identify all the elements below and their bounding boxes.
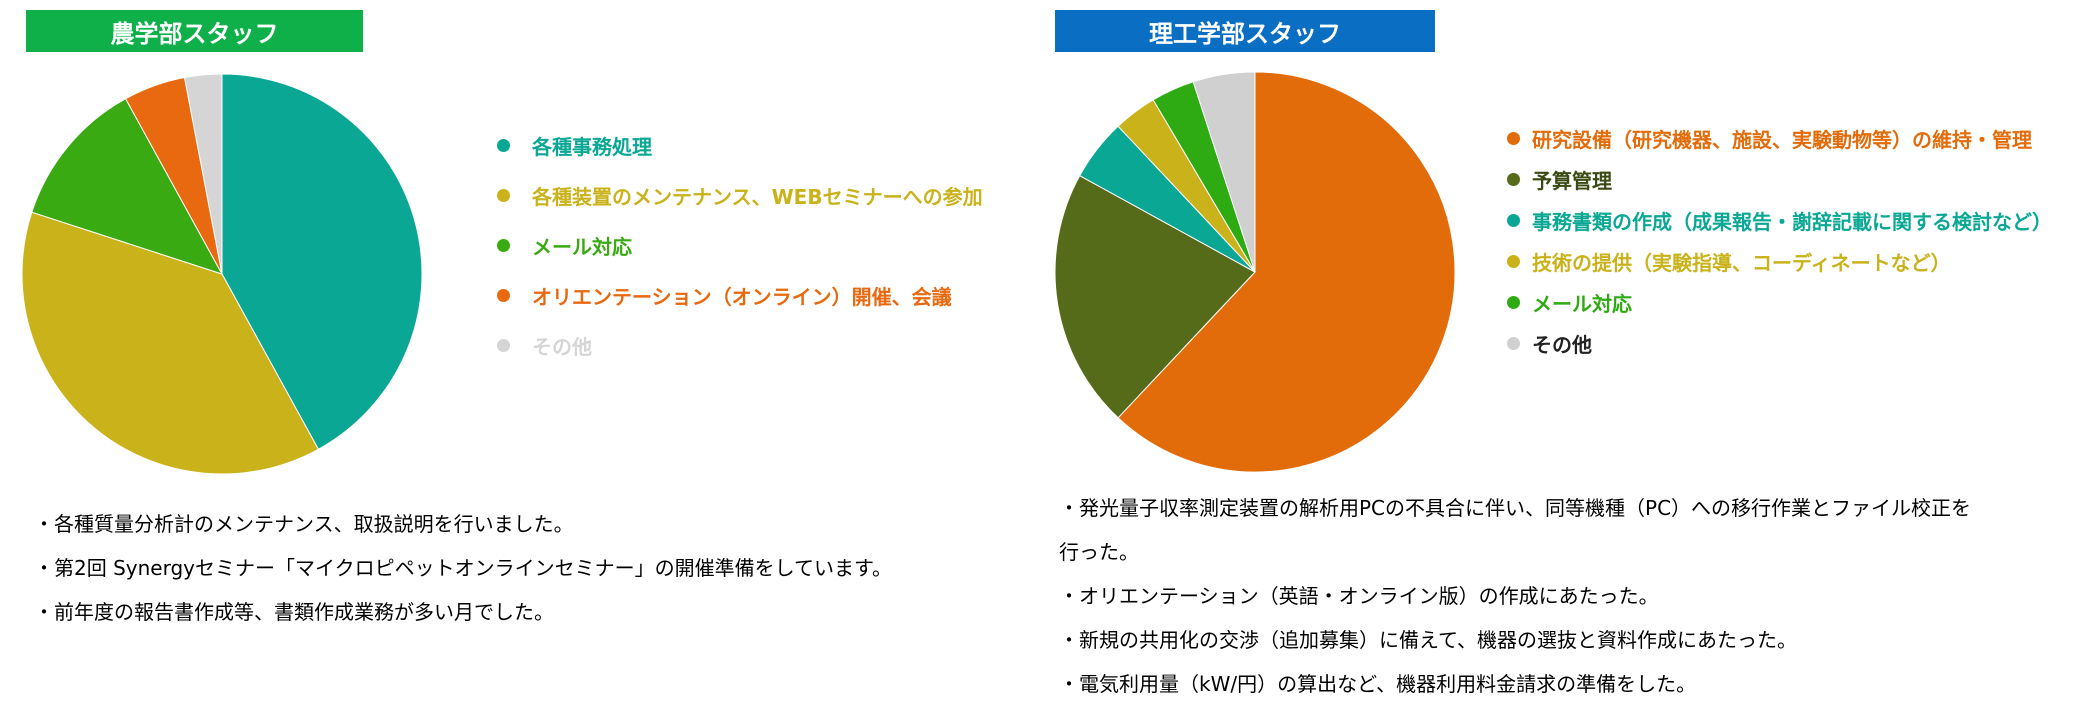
legend-marker: [1507, 132, 1520, 145]
legend-item: その他: [1507, 323, 2052, 364]
legend-item: オリエンテーション（オンライン）開催、会議: [497, 270, 983, 320]
note-line: ・発光量子収率測定装置の解析用PCの不具合に伴い、同等機種（PC）への移行作業と…: [1059, 496, 1972, 520]
chart-title: 理工学部スタッフ: [1055, 10, 1435, 52]
legend-marker: [497, 188, 510, 202]
note-line: ・前年度の報告書作成等、書類作成業務が多い月でした。: [34, 600, 554, 624]
legend-label: 研究設備（研究機器、施設、実験動物等）の維持・管理: [1532, 128, 2032, 152]
legend-marker: [1507, 296, 1520, 309]
legend-label: メール対応: [1532, 292, 1632, 316]
legend: 各種事務処理各種装置のメンテナンス、WEBセミナーへの参加 メール対応オリエンテー…: [497, 120, 983, 370]
note-line: ・オリエンテーション（英語・オンライン版）の作成にあたった。: [1059, 584, 1659, 608]
note-line: ・各種質量分析計のメンテナンス、取扱説明を行いました。: [34, 512, 574, 536]
legend-marker: [497, 288, 510, 302]
legend-label: メール対応: [532, 234, 632, 259]
legend-marker: [1507, 214, 1520, 227]
legend-item: 事務書類の作成（成果報告・謝辞記載に関する検討など）: [1507, 200, 2052, 241]
legend-marker: [497, 338, 510, 352]
note-line: ・第2回 Synergyセミナー「マイクロピペットオンラインセミナー」の開催準備…: [34, 556, 892, 580]
sci-eng-staff-panel: 理工学部スタッフ 研究設備（研究機器、施設、実験動物等）の維持・管理 予算管理事務…: [1050, 0, 2100, 700]
pie-chart: [21, 73, 423, 475]
chart-title: 農学部スタッフ: [26, 10, 363, 52]
pie-chart: [1054, 71, 1456, 473]
legend-marker: [1507, 173, 1520, 186]
pie-slice: [1192, 71, 1256, 273]
pie-slice: [183, 73, 223, 275]
legend-marker: [497, 238, 510, 252]
pie-slice: [221, 73, 423, 450]
legend-label: 予算管理: [1532, 169, 1612, 193]
pie-slice: [21, 211, 320, 475]
legend-item: 各種事務処理: [497, 120, 983, 170]
legend-label: 各種装置のメンテナンス、WEBセミナーへの参加: [532, 184, 983, 209]
pie-slice: [1054, 174, 1256, 419]
notes-list: ・各種質量分析計のメンテナンス、取扱説明を行いました。・第2回 Synergyセ…: [34, 508, 892, 640]
legend-item: 予算管理: [1507, 159, 2052, 200]
agri-staff-panel: 農学部スタッフ 各種事務処理各種装置のメンテナンス、WEBセミナーへの参加 メール…: [0, 0, 1050, 700]
legend-label: オリエンテーション（オンライン）開催、会議: [532, 284, 952, 309]
legend-marker: [497, 138, 510, 152]
note-line: ・新規の共用化の交渉（追加募集）に備えて、機器の選抜と資料作成にあたった。: [1059, 628, 1797, 652]
legend-marker: [1507, 337, 1520, 350]
pie-slice: [1117, 71, 1456, 473]
legend-marker: [1507, 255, 1520, 268]
legend-label: その他: [1532, 333, 1592, 357]
legend: 研究設備（研究機器、施設、実験動物等）の維持・管理 予算管理事務書類の作成（成果報…: [1507, 118, 2052, 364]
legend-item: その他: [497, 320, 983, 370]
legend-label: 各種事務処理: [532, 134, 652, 159]
note-line: ・電気利用量（kW/円）の算出など、機器利用料金請求の準備をした。: [1059, 672, 1697, 696]
legend-item: 技術の提供（実験指導、コーディネートなど）: [1507, 241, 2052, 282]
legend-label: 事務書類の作成（成果報告・謝辞記載に関する検討など）: [1532, 210, 2052, 234]
legend-item: メール対応: [497, 220, 983, 270]
legend-item: 研究設備（研究機器、施設、実験動物等）の維持・管理: [1507, 118, 2052, 159]
notes-list: ・発光量子収率測定装置の解析用PCの不具合に伴い、同等機種（PC）への移行作業と…: [1059, 492, 1971, 712]
legend-item: 各種装置のメンテナンス、WEBセミナーへの参加: [497, 170, 983, 220]
legend-label: その他: [532, 334, 592, 359]
legend-item: メール対応: [1507, 282, 2052, 323]
pie-slice: [31, 98, 224, 275]
legend-label: 技術の提供（実験指導、コーディネートなど）: [1532, 251, 1951, 275]
note-line: 行った。: [1059, 540, 1139, 564]
